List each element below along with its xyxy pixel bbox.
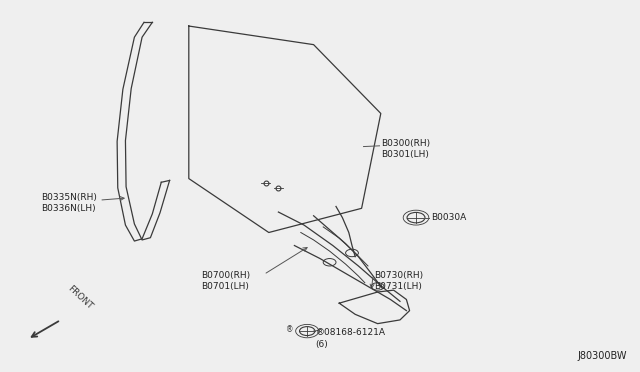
Text: ®08168-6121A
(6): ®08168-6121A (6) [316,328,385,349]
Text: J80300BW: J80300BW [578,351,627,361]
Text: B0030A: B0030A [431,213,466,222]
Text: B0300(RH)
B0301(LH): B0300(RH) B0301(LH) [381,139,430,159]
Text: FRONT: FRONT [66,284,94,312]
Text: ®: ® [285,326,293,334]
Text: B0730(RH)
B0731(LH): B0730(RH) B0731(LH) [374,271,424,291]
Text: B0700(RH)
B0701(LH): B0700(RH) B0701(LH) [202,271,251,291]
Text: B0335N(RH)
B0336N(LH): B0335N(RH) B0336N(LH) [42,193,97,213]
